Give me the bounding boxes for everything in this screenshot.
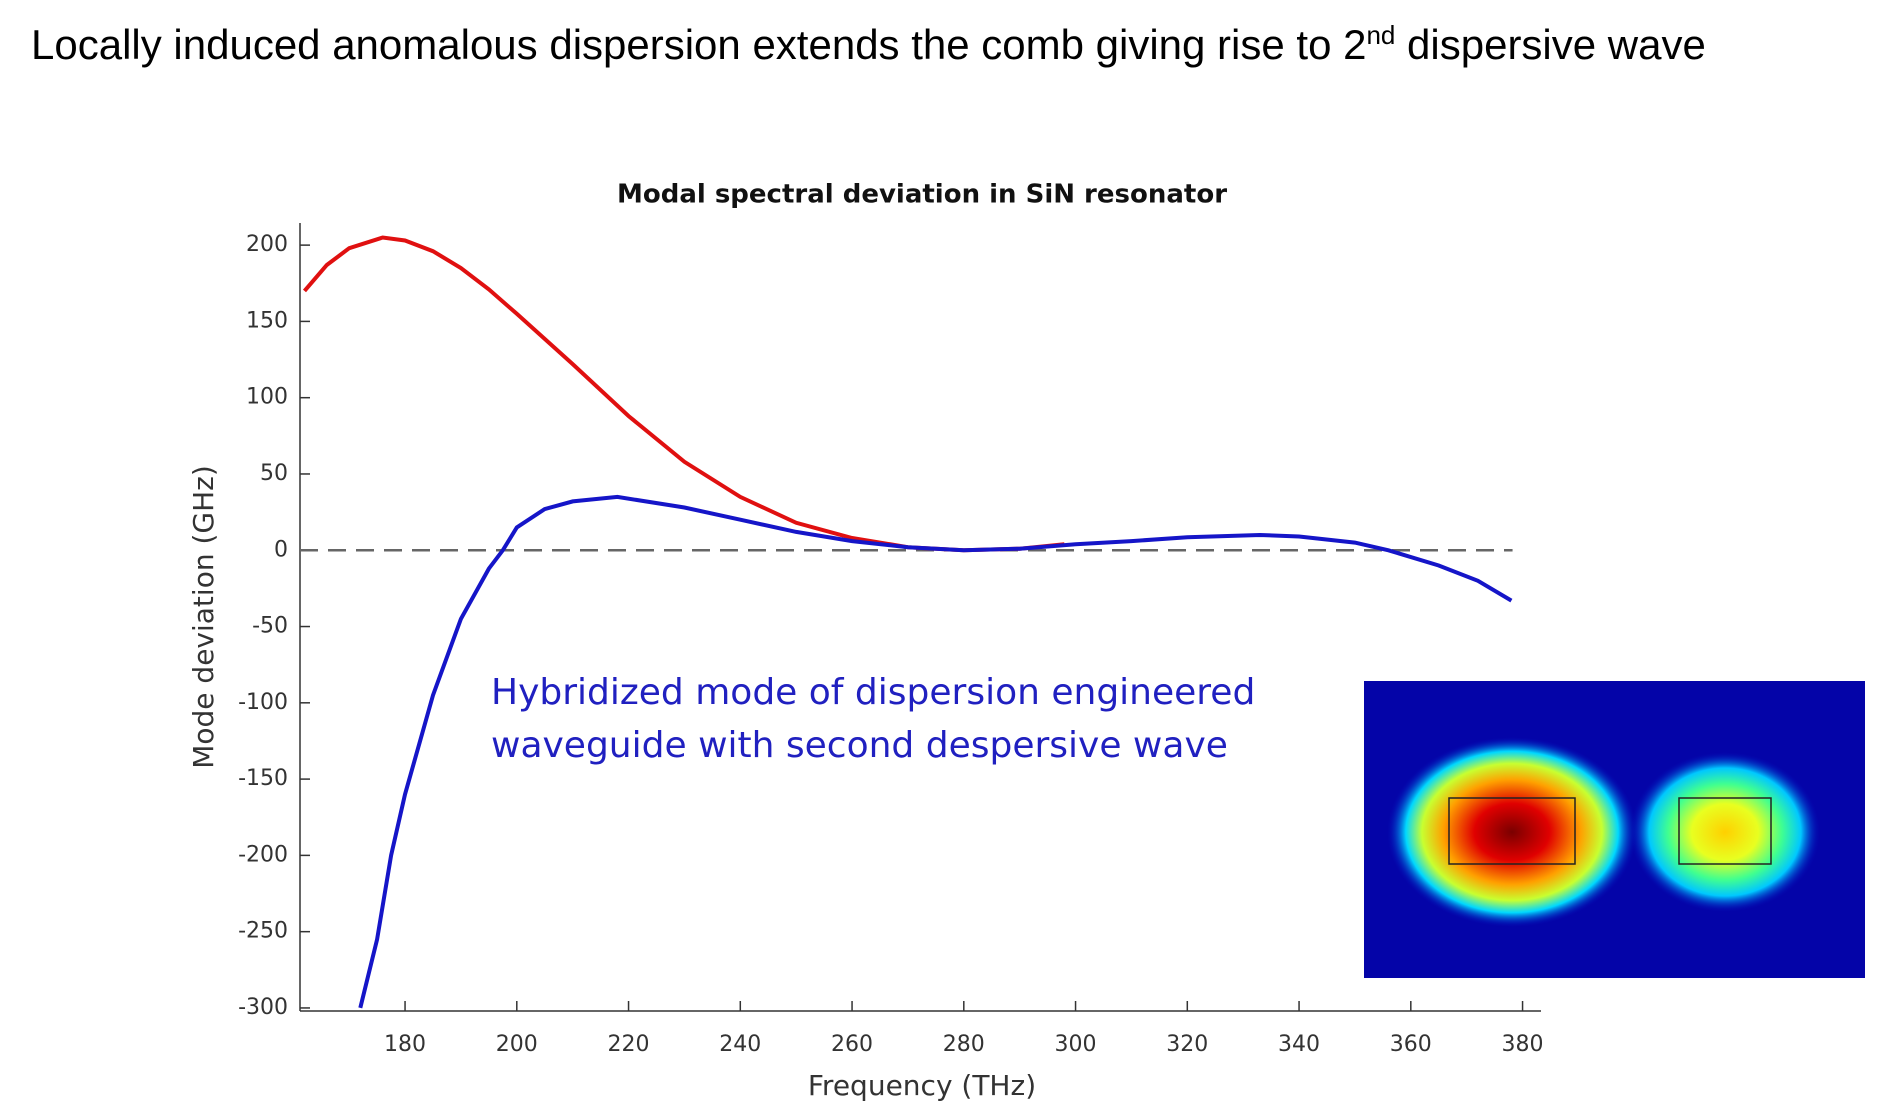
y-tick-label: 150 — [246, 308, 288, 333]
x-tick-label: 260 — [831, 1032, 873, 1057]
mode-field-inset — [1364, 681, 1865, 978]
annotation: Hybridized mode of dispersion engineered — [491, 672, 1255, 713]
x-tick-label: 360 — [1390, 1032, 1432, 1057]
y-tick-label: 50 — [260, 461, 288, 486]
heading-text: dispersive wave — [1395, 21, 1706, 68]
x-tick-label: 240 — [719, 1032, 761, 1057]
annotation: waveguide with second despersive wave — [491, 725, 1228, 766]
x-tick-label: 340 — [1278, 1032, 1320, 1057]
y-tick-label: -300 — [238, 995, 288, 1020]
series-line — [358, 494, 1513, 1009]
y-tick-label: -200 — [238, 842, 288, 867]
x-tick-label: 180 — [384, 1032, 426, 1057]
y-tick-label: 100 — [246, 385, 288, 410]
y-tick-label: -100 — [238, 690, 288, 715]
waveguide-outline — [1448, 797, 1576, 865]
y-axis-label: Mode deviation (GHz) — [187, 465, 220, 769]
waveguide-outline — [1678, 797, 1772, 865]
mode-blob — [1387, 737, 1637, 927]
x-tick-label: 300 — [1055, 1032, 1097, 1057]
plot-area: -300 -250 -200 -150 -100 -50 0 50 100 150 200 180 20… — [238, 223, 1544, 1057]
x-tick-label: 380 — [1502, 1032, 1544, 1057]
heading-text: Locally induced anomalous dispersion ext… — [31, 21, 1367, 68]
y-tick-label: 200 — [246, 232, 288, 257]
slide-heading: Locally induced anomalous dispersion ext… — [31, 20, 1706, 69]
y-tick-label: -150 — [238, 766, 288, 791]
heading-superscript: nd — [1366, 20, 1396, 50]
x-tick-label: 280 — [943, 1032, 985, 1057]
x-tick-label: 320 — [1166, 1032, 1208, 1057]
y-tick-label: -250 — [238, 919, 288, 944]
series-line — [302, 235, 1065, 553]
x-tick-label: 200 — [496, 1032, 538, 1057]
y-tick-label: 0 — [274, 537, 288, 562]
y-tick-label: -50 — [252, 614, 288, 639]
x-tick-label: 220 — [608, 1032, 650, 1057]
mode-blob — [1630, 752, 1820, 912]
x-axis-label: Frequency (THz) — [808, 1069, 1036, 1102]
chart-title: Modal spectral deviation in SiN resonato… — [617, 180, 1227, 210]
